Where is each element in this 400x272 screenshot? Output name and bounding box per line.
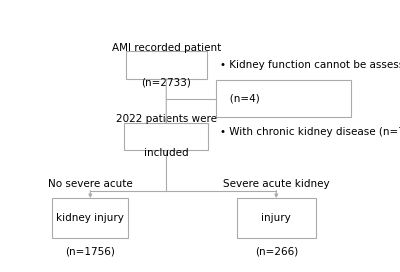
- Text: (n=4): (n=4): [220, 94, 259, 104]
- Bar: [124, 123, 208, 150]
- Text: No severe acute: No severe acute: [48, 179, 133, 189]
- Text: included: included: [144, 148, 188, 158]
- Text: (n=1756): (n=1756): [65, 247, 115, 257]
- Text: (n=266): (n=266): [255, 247, 298, 257]
- Text: 2022 patients were: 2022 patients were: [116, 115, 217, 124]
- Bar: [216, 80, 351, 117]
- Text: (n=2733): (n=2733): [141, 77, 191, 87]
- Bar: [52, 198, 128, 238]
- Bar: [126, 51, 206, 79]
- Text: injury: injury: [262, 213, 291, 223]
- Text: Severe acute kidney: Severe acute kidney: [223, 179, 330, 189]
- Bar: [237, 198, 316, 238]
- Text: AMI recorded patient: AMI recorded patient: [112, 43, 221, 53]
- Text: • With chronic kidney disease (n=707): • With chronic kidney disease (n=707): [220, 127, 400, 137]
- Text: kidney injury: kidney injury: [56, 213, 124, 223]
- Text: • Kidney function cannot be assessed: • Kidney function cannot be assessed: [220, 60, 400, 70]
